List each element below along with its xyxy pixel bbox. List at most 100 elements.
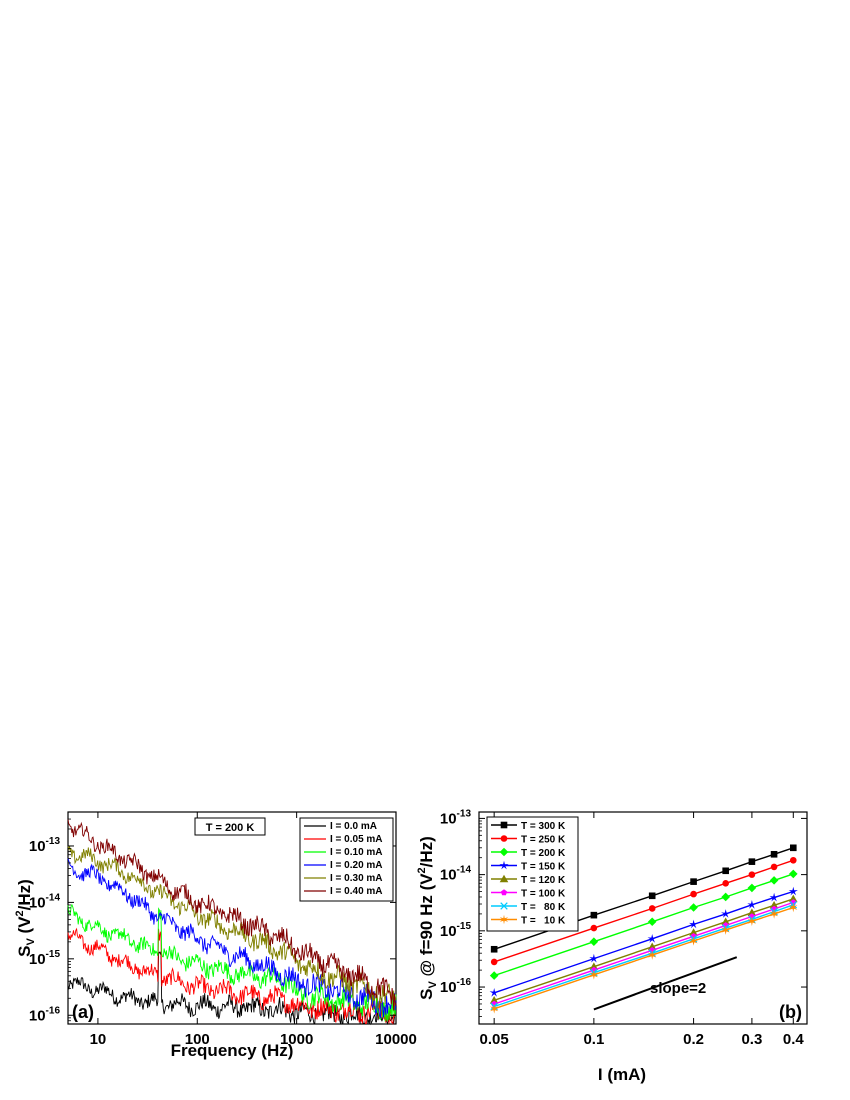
data-point-b-7-3 (689, 936, 698, 946)
y-label-b-main: S (417, 989, 436, 1000)
y-tick-label-a-1: 10-15 (29, 949, 61, 968)
panel-label-a: (a) (72, 1002, 94, 1022)
legend-label-b-2: T = 200 K (521, 848, 566, 859)
x-tick-label-a-1: 100 (185, 1031, 210, 1048)
legend-label-b-5: T = 100 K (521, 889, 566, 900)
data-point-b-4-1 (589, 962, 599, 971)
series-line-a-1 (67, 927, 397, 1025)
legend-box-a (299, 817, 394, 902)
y-tick-label-b-3: 10-13 (440, 808, 472, 827)
series-line-a-2 (67, 903, 397, 1022)
legend-label-b-6: T = 80 K (521, 902, 566, 913)
data-point-b-7-7 (789, 902, 798, 913)
data-point-b-4-7 (788, 894, 798, 903)
data-point-b-1-7 (789, 856, 797, 864)
legend-a: I = 0.0 mA I = 0.05 mA I = 0.10 mA I = 0.20… (299, 817, 394, 902)
data-point-b-0-6 (770, 850, 778, 858)
data-point-b-0-2 (648, 892, 656, 900)
x-tick-label-b-2: 0.2 (683, 1031, 704, 1048)
data-point-b-4-2 (647, 942, 657, 951)
data-point-b-2-3 (689, 903, 698, 912)
series-line-b-2 (493, 873, 794, 977)
ticks-group-b: 0.05 0.1 0.2 0.3 0.4 10-16 10-15 10-14 10-13 (440, 808, 807, 1048)
y-tick-label-b-1: 10-15 (440, 921, 472, 940)
legend-marker-b-5 (500, 889, 508, 896)
y-label-b-sup: 2 (416, 867, 428, 873)
data-point-b-0-0 (490, 945, 498, 953)
y-tick-label-a-0: 10-16 (29, 1005, 61, 1024)
legend-label-b-3: T = 150 K (521, 862, 566, 873)
data-point-b-2-0 (489, 971, 499, 980)
y-label-a-main: S (15, 946, 34, 957)
legend-label-a-4: I = 0.30 mA (330, 873, 383, 884)
data-point-b-7-5 (747, 916, 757, 927)
series-line-b-5 (493, 901, 794, 1005)
panel-a: 10 100 1000 10000 10-16 10-15 10-14 10-13 T = 2… (14, 811, 417, 1060)
data-point-b-1-0 (490, 958, 498, 966)
x-axis-label-a: Frequency (Hz) (171, 1041, 294, 1060)
legend-marker-b-0 (500, 821, 508, 829)
legend-marker-b-4 (499, 874, 509, 883)
plot-frame-b (478, 811, 808, 1025)
x-tick-label-a-2: 1000 (280, 1031, 313, 1048)
data-point-b-0-3 (690, 878, 697, 885)
data-point-b-1-3 (690, 890, 697, 898)
data-point-b-2-6 (769, 876, 779, 885)
slope-reference-line (593, 956, 738, 1011)
y-tick-label-b-0: 10-16 (440, 977, 472, 996)
data-point-b-3-4 (721, 909, 731, 918)
series-line-b-0 (493, 847, 794, 950)
legend-label-b-1: T = 250 K (521, 835, 566, 846)
x-tick-label-a-0: 10 (90, 1031, 107, 1048)
legend-marker-b-3 (499, 860, 509, 870)
data-point-b-1-6 (770, 863, 778, 871)
data-point-b-1-1 (590, 924, 598, 932)
data-point-b-4-5 (747, 908, 757, 917)
data-point-b-2-4 (721, 892, 730, 902)
x-tick-label-b-3: 0.3 (741, 1031, 762, 1048)
series-line-b-4 (493, 898, 794, 1001)
x-tick-label-b-4: 0.4 (783, 1031, 805, 1048)
data-point-b-4-3 (689, 928, 698, 936)
temperature-annotation: T = 200 K (206, 822, 255, 834)
series-line-b-1 (493, 859, 794, 963)
data-point-b-2-5 (747, 883, 757, 893)
data-point-b-4-0 (489, 996, 499, 1004)
data-point-b-0-5 (748, 858, 756, 865)
legend-label-a-5: I = 0.40 mA (330, 886, 383, 897)
x-tick-label-a-3: 10000 (375, 1031, 417, 1048)
legend-label-a-3: I = 0.20 mA (330, 860, 383, 871)
data-point-b-3-2 (647, 934, 657, 943)
legend-label-b-0: T = 300 K (521, 821, 566, 832)
x-tick-label-b-1: 0.1 (583, 1031, 604, 1048)
data-point-b-3-0 (489, 988, 499, 997)
x-axis-label-b: I (mA) (598, 1065, 646, 1084)
legend-label-a-0: I = 0.0 mA (330, 821, 377, 832)
x-tick-label-b-0: 0.05 (480, 1031, 509, 1048)
y-axis-label-b: SV @ f=90 Hz (V2/Hz) (416, 836, 439, 1000)
data-point-b-2-1 (589, 937, 599, 947)
legend-marker-b-6 (500, 902, 508, 910)
y-label-a-close: /Hz) (15, 879, 34, 910)
y-label-b-sub: V (427, 981, 439, 989)
legend-label-a-1: I = 0.05 mA (330, 834, 383, 845)
legend-label-b-4: T = 120 K (521, 875, 566, 886)
data-point-b-0-1 (590, 911, 598, 919)
legend-label-a-2: I = 0.10 mA (330, 847, 383, 858)
data-point-b-7-6 (769, 909, 779, 919)
data-point-b-3-3 (689, 919, 699, 929)
y-label-a-sup: 2 (14, 910, 26, 916)
data-point-b-3-1 (589, 953, 599, 963)
data-point-b-2-7 (788, 869, 798, 879)
legend-marker-b-2 (499, 847, 509, 857)
y-axis-label-a: SV (V2/Hz) (14, 879, 37, 957)
data-point-b-3-7 (788, 886, 798, 896)
data-point-b-1-5 (748, 871, 756, 878)
y-label-b-rest: @ f=90 Hz (V (417, 873, 436, 981)
series-line-b-3 (493, 890, 794, 994)
data-point-b-4-4 (721, 917, 730, 926)
slope-annotation: slope=2 (650, 980, 706, 997)
y-tick-label-a-3: 10-13 (29, 836, 61, 855)
series-group-a (67, 819, 397, 1026)
